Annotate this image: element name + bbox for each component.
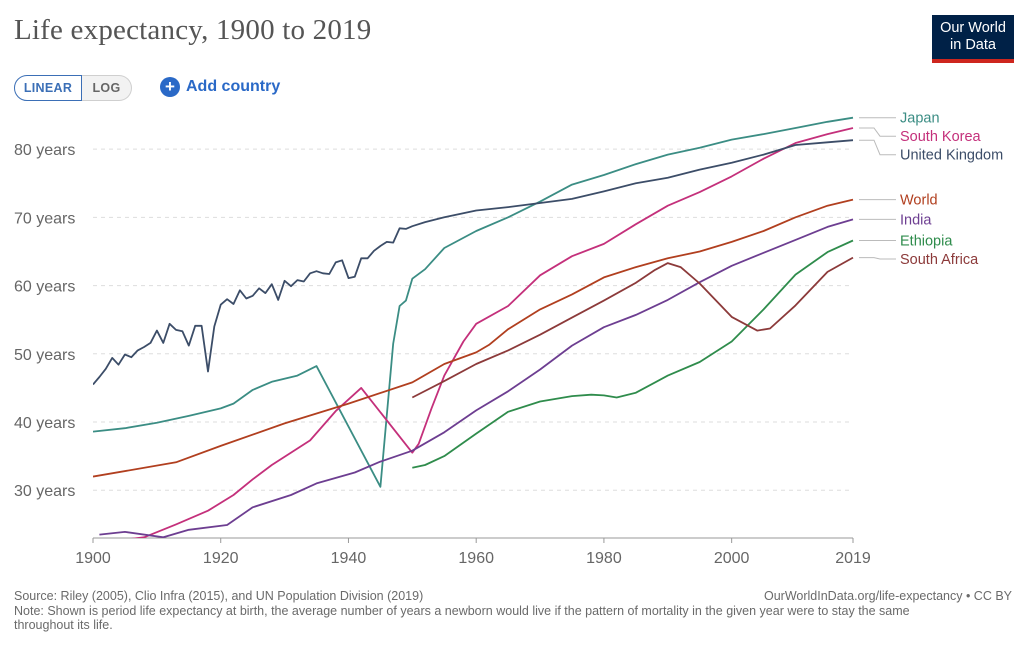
x-tick-label: 2000 [714,550,750,567]
legend-label-ethiopia: Ethiopia [900,234,953,250]
plus-circle-icon: + [160,77,180,97]
y-tick-label: 40 years [14,415,75,432]
y-tick-label: 30 years [14,483,75,500]
series-line-japan [93,116,854,488]
x-tick-label: 1980 [586,550,622,567]
x-tick-label: 1900 [75,550,111,567]
owid-logo[interactable]: Our World in Data [932,15,1014,63]
legend-label-india: India [900,212,932,228]
legend-connector-south-africa [859,257,896,260]
x-tick-label: 1940 [331,550,367,567]
x-tick-label: 2019 [835,550,871,567]
series-line-united-kingdom [93,139,854,386]
x-tick-label: 1960 [458,550,494,567]
source-text: Source: Riley (2005), Clio Infra (2015),… [14,589,424,603]
chart-title: Life expectancy, 1900 to 2019 [14,14,372,46]
logo-text-line1: Our World [940,20,1006,36]
legend-label-united-kingdom: United Kingdom [900,148,1003,164]
series-line-ethiopia [412,239,854,469]
y-tick-label: 70 years [14,210,75,227]
x-tick-label: 1920 [203,550,239,567]
linear-scale-button[interactable]: LINEAR [14,75,82,101]
series-line-south-korea [130,127,854,538]
y-tick-label: 60 years [14,279,75,296]
log-scale-button[interactable]: LOG [82,75,132,101]
legend-label-world: World [900,193,938,209]
y-tick-label: 80 years [14,142,75,159]
logo-accent-bar [932,59,1014,63]
add-country-button[interactable]: + Add country [160,76,280,98]
line-chart: 30 years 40 years 50 years 60 years 70 years… [14,111,1003,567]
legend-label-south-africa: South Africa [900,252,979,268]
legend-label-japan: Japan [900,111,940,127]
add-country-label: Add country [186,78,281,95]
legend-label-south-korea: South Korea [900,129,982,145]
series-line-south-africa [411,256,854,399]
note-text: Note: Shown is period life expectancy at… [14,603,910,633]
scale-toggle: LINEAR LOG [14,75,132,101]
series-line-india [99,218,854,538]
y-tick-label: 50 years [14,347,75,364]
license-link[interactable]: OurWorldInData.org/life-expectancy • CC … [764,589,1012,603]
chart-footer: Source: Riley (2005), Clio Infra (2015),… [14,589,964,633]
logo-text-line2: in Data [950,37,996,53]
series-line-world [93,198,854,478]
legend-connector-united-kingdom [859,139,896,156]
legend-connector-south-korea [859,127,896,137]
